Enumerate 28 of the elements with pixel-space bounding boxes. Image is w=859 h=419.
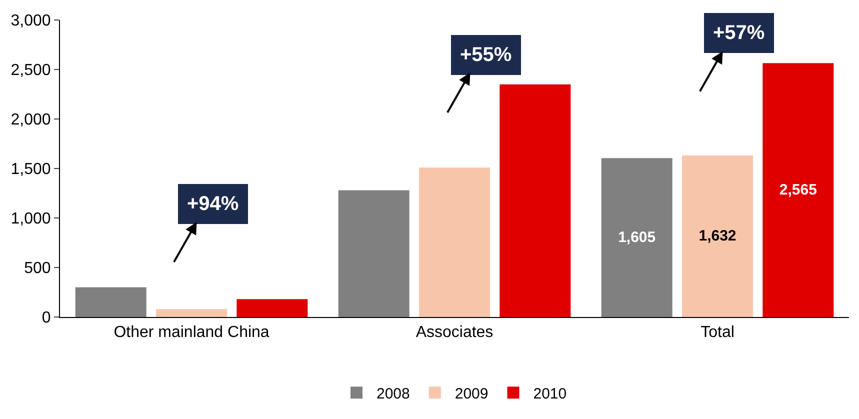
- annotation: +55%: [460, 44, 512, 66]
- x-tick-label: Associates: [416, 324, 494, 342]
- bar: [419, 168, 490, 317]
- bar: [682, 155, 754, 317]
- bar: [601, 158, 672, 317]
- legend-label: 2008: [376, 386, 410, 402]
- annotation: +57%: [713, 22, 765, 44]
- bar: [762, 63, 834, 317]
- bar: [236, 299, 308, 317]
- bar: [75, 287, 146, 317]
- y-tick-label: 0: [42, 310, 51, 327]
- y-tick-label: 1,500: [10, 161, 51, 178]
- annotation: +94%: [187, 193, 239, 215]
- bar: [156, 309, 228, 317]
- y-tick-label: 1,000: [10, 210, 51, 228]
- y-tick-label: 3,000: [10, 12, 51, 30]
- y-tick-label: 2,000: [10, 112, 51, 129]
- x-tick-label: Total: [700, 324, 734, 342]
- x-tick-label: Other mainland China: [114, 324, 270, 342]
- legend-label: 2009: [454, 386, 488, 402]
- data-label: 1,605: [618, 229, 656, 246]
- legend-label: 2010: [533, 386, 567, 402]
- data-label: 1,632: [698, 228, 736, 245]
- y-tick-label: 2,500: [10, 62, 51, 80]
- bar: [500, 84, 571, 317]
- bar: [338, 190, 410, 317]
- y-tick-label: 500: [24, 260, 51, 278]
- data-label: 2,565: [779, 182, 817, 199]
